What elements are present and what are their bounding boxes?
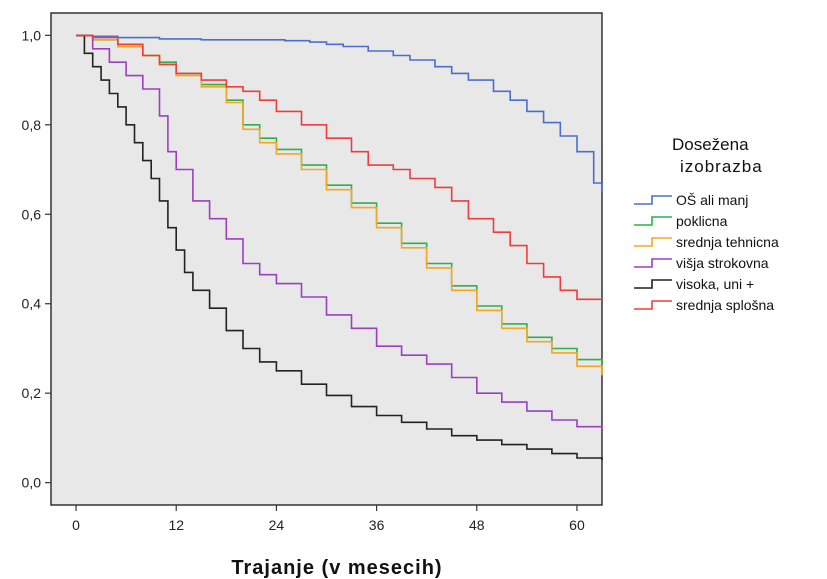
legend-swatch-1 (634, 216, 672, 226)
y-tick-label-2: 0,4 (22, 296, 42, 312)
y-tick-label-0: 0,0 (22, 475, 42, 491)
legend-swatch-0 (634, 195, 672, 205)
y-tick-label-1: 0,2 (22, 385, 42, 401)
legend-swatch-4 (634, 279, 672, 289)
legend-swatch-3 (634, 258, 672, 268)
legend-label-4: visoka, uni + (676, 276, 754, 292)
series-line-0 (76, 34, 603, 192)
x-tick-label-3: 36 (369, 517, 385, 533)
legend-swatch-2 (634, 237, 672, 247)
legend-label-3: višja strokovna (676, 255, 769, 271)
x-axis-title: Trajanje (v mesecih) (231, 557, 442, 579)
x-tick-label-2: 24 (269, 517, 285, 533)
x-axis: 0 12 24 36 48 60 (72, 505, 585, 533)
series-line-5 (76, 34, 602, 301)
series-layer (76, 34, 603, 461)
legend-label-1: poklicna (676, 213, 728, 229)
y-axis: 0,0 0,2 0,4 0,6 0,8 1,0 (22, 27, 51, 491)
legend-title-line1: Dosežena (672, 135, 749, 154)
legend-swatch-5 (634, 300, 672, 310)
x-tick-label-4: 48 (469, 517, 485, 533)
legend-label-2: srednja tehnicna (676, 234, 779, 250)
series-line-3 (76, 34, 603, 429)
y-tick-label-5: 1,0 (22, 27, 42, 43)
plot-background (50, 12, 603, 506)
series-line-4 (76, 34, 603, 461)
legend-title-line2: izobrazba (680, 157, 763, 176)
x-tick-label-5: 60 (569, 517, 585, 533)
y-tick-label-4: 0,8 (22, 117, 42, 133)
legend-label-5: srednja splošna (676, 297, 774, 313)
x-tick-label-1: 12 (168, 517, 184, 533)
legend: Dosežena izobrazba OŠ ali manj poklicna sr… (634, 135, 779, 313)
legend-items: OŠ ali manj poklicna srednja tehnicna višja… (634, 192, 779, 313)
x-tick-label-0: 0 (72, 517, 80, 533)
legend-label-0: OŠ ali manj (676, 192, 748, 208)
y-tick-label-3: 0,6 (22, 206, 42, 222)
